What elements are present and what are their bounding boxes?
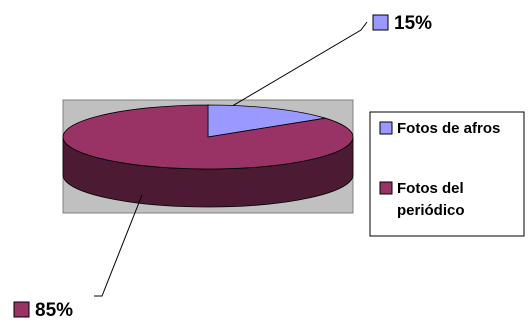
legend: Fotos de afros Fotos del periódico xyxy=(369,111,525,237)
legend-box xyxy=(369,111,525,237)
legend-label-1-line-1: periódico xyxy=(397,202,465,219)
data-label-swatch-1 xyxy=(13,301,30,318)
data-label-swatch-0 xyxy=(372,14,389,31)
leader-line-1 xyxy=(94,194,143,297)
pie-slice-0 xyxy=(207,104,326,138)
legend-label-0-line-0: Fotos de afros xyxy=(397,120,500,137)
leader-line-0 xyxy=(232,21,368,106)
data-labels: 15% 85% xyxy=(13,13,432,321)
pie xyxy=(62,104,354,208)
pie-slice-1 xyxy=(62,104,354,170)
legend-swatch-0 xyxy=(379,121,393,135)
legend-label-1-line-0: Fotos del xyxy=(397,180,464,197)
legend-swatch-1 xyxy=(379,181,393,195)
data-label-0: 15% xyxy=(394,13,432,34)
data-label-1: 85% xyxy=(35,300,73,321)
